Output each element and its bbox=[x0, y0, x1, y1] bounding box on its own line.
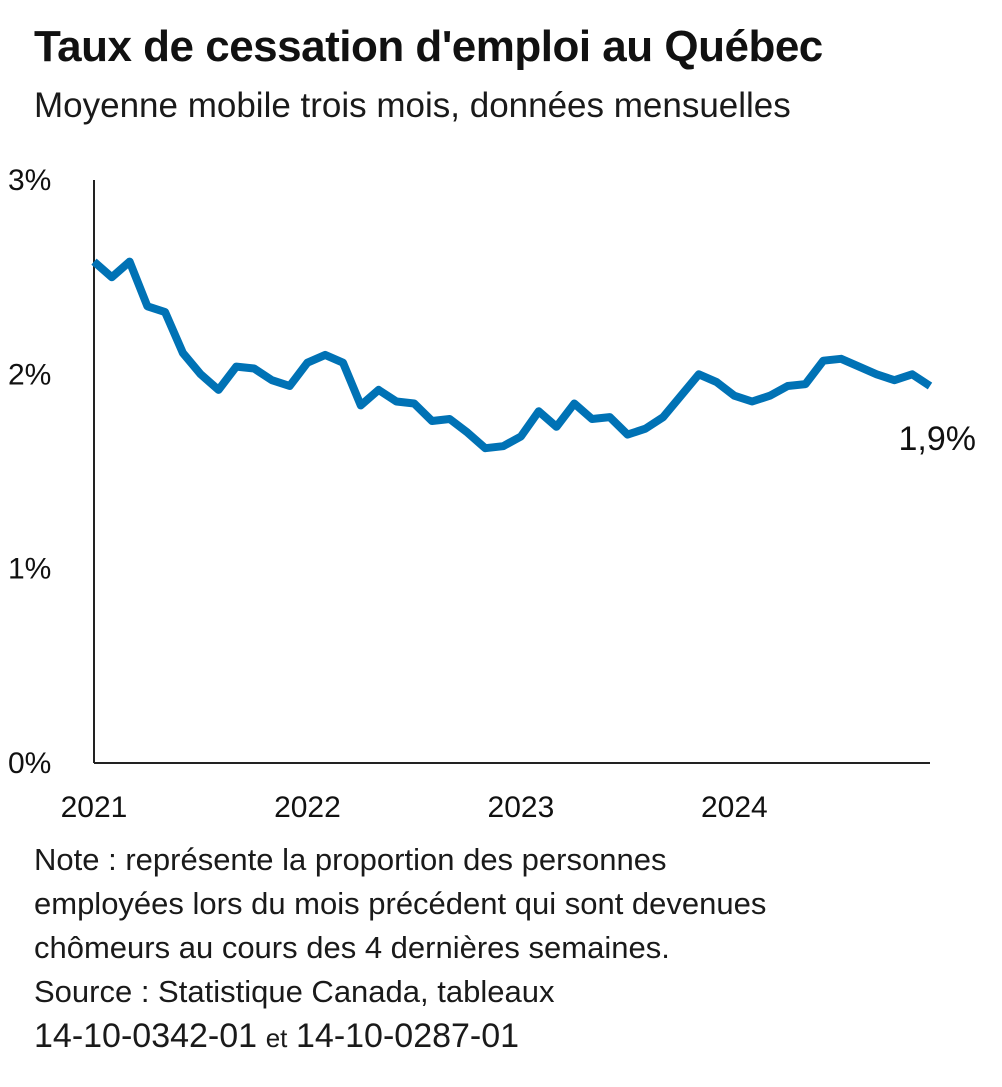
source-table-1: 14-10-0342-01 bbox=[34, 1017, 258, 1055]
y-tick-label: 0% bbox=[8, 747, 51, 780]
chart-axes bbox=[93, 180, 930, 764]
x-tick-label: 2023 bbox=[488, 791, 555, 824]
chart-title: Taux de cessation d'emploi au Québec bbox=[34, 22, 823, 71]
source-table-2: 14-10-0287-01 bbox=[296, 1017, 520, 1055]
end-value-label: 1,9% bbox=[899, 420, 977, 458]
note-line-3: chômeurs au cours des 4 dernières semain… bbox=[34, 930, 670, 965]
chart-annotations: 1,9% bbox=[899, 420, 977, 458]
chart-tick-labels: 0% 1% 2% 3% 2021 2022 2023 2024 bbox=[8, 164, 768, 824]
note-line-2: employées lors du mois précédent qui son… bbox=[34, 886, 767, 921]
x-tick-label: 2022 bbox=[274, 791, 341, 824]
source-line-1: Source : Statistique Canada, tableaux bbox=[34, 974, 555, 1009]
note-line-1: Note : représente la proportion des pers… bbox=[34, 842, 667, 877]
x-tick-label: 2024 bbox=[701, 791, 768, 824]
chart-subtitle: Moyenne mobile trois mois, données mensu… bbox=[34, 86, 791, 125]
y-tick-label: 2% bbox=[8, 358, 51, 391]
y-tick-label: 3% bbox=[8, 164, 51, 197]
line-chart: 0% 1% 2% 3% 2021 2022 2023 2024 1,9% bbox=[8, 164, 977, 824]
chart-series bbox=[91, 257, 933, 453]
series-line bbox=[91, 257, 933, 453]
source-line-2: 14-10-0342-01 et 14-10-0287-01 bbox=[34, 1014, 984, 1060]
chart-notes: Note : représente la proportion des pers… bbox=[34, 838, 984, 1060]
source-et: et bbox=[265, 1023, 288, 1053]
y-tick-label: 1% bbox=[8, 553, 51, 586]
x-tick-label: 2021 bbox=[61, 791, 128, 824]
